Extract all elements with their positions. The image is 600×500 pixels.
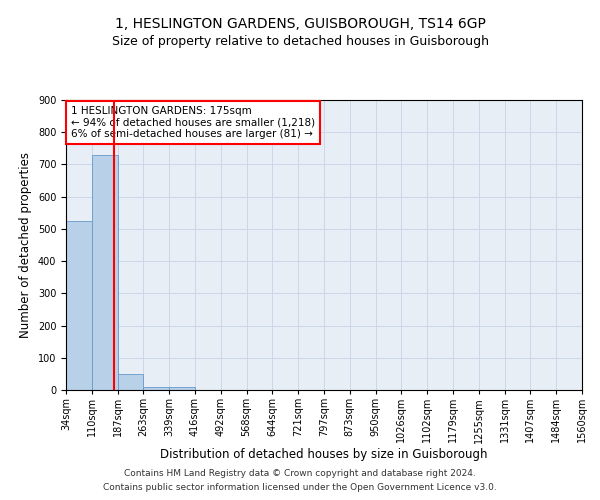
Bar: [118, 374, 143, 390]
Bar: [92, 156, 118, 390]
Y-axis label: Number of detached properties: Number of detached properties: [19, 152, 32, 338]
Text: 1 HESLINGTON GARDENS: 175sqm
← 94% of detached houses are smaller (1,218)
6% of : 1 HESLINGTON GARDENS: 175sqm ← 94% of de…: [71, 106, 315, 139]
X-axis label: Distribution of detached houses by size in Guisborough: Distribution of detached houses by size …: [160, 448, 488, 461]
Text: Contains HM Land Registry data © Crown copyright and database right 2024.: Contains HM Land Registry data © Crown c…: [124, 468, 476, 477]
Bar: [143, 387, 169, 390]
Text: 1, HESLINGTON GARDENS, GUISBOROUGH, TS14 6GP: 1, HESLINGTON GARDENS, GUISBOROUGH, TS14…: [115, 18, 485, 32]
Text: Size of property relative to detached houses in Guisborough: Size of property relative to detached ho…: [112, 35, 488, 48]
Bar: [66, 221, 92, 390]
Bar: [169, 387, 195, 390]
Text: Contains public sector information licensed under the Open Government Licence v3: Contains public sector information licen…: [103, 484, 497, 492]
